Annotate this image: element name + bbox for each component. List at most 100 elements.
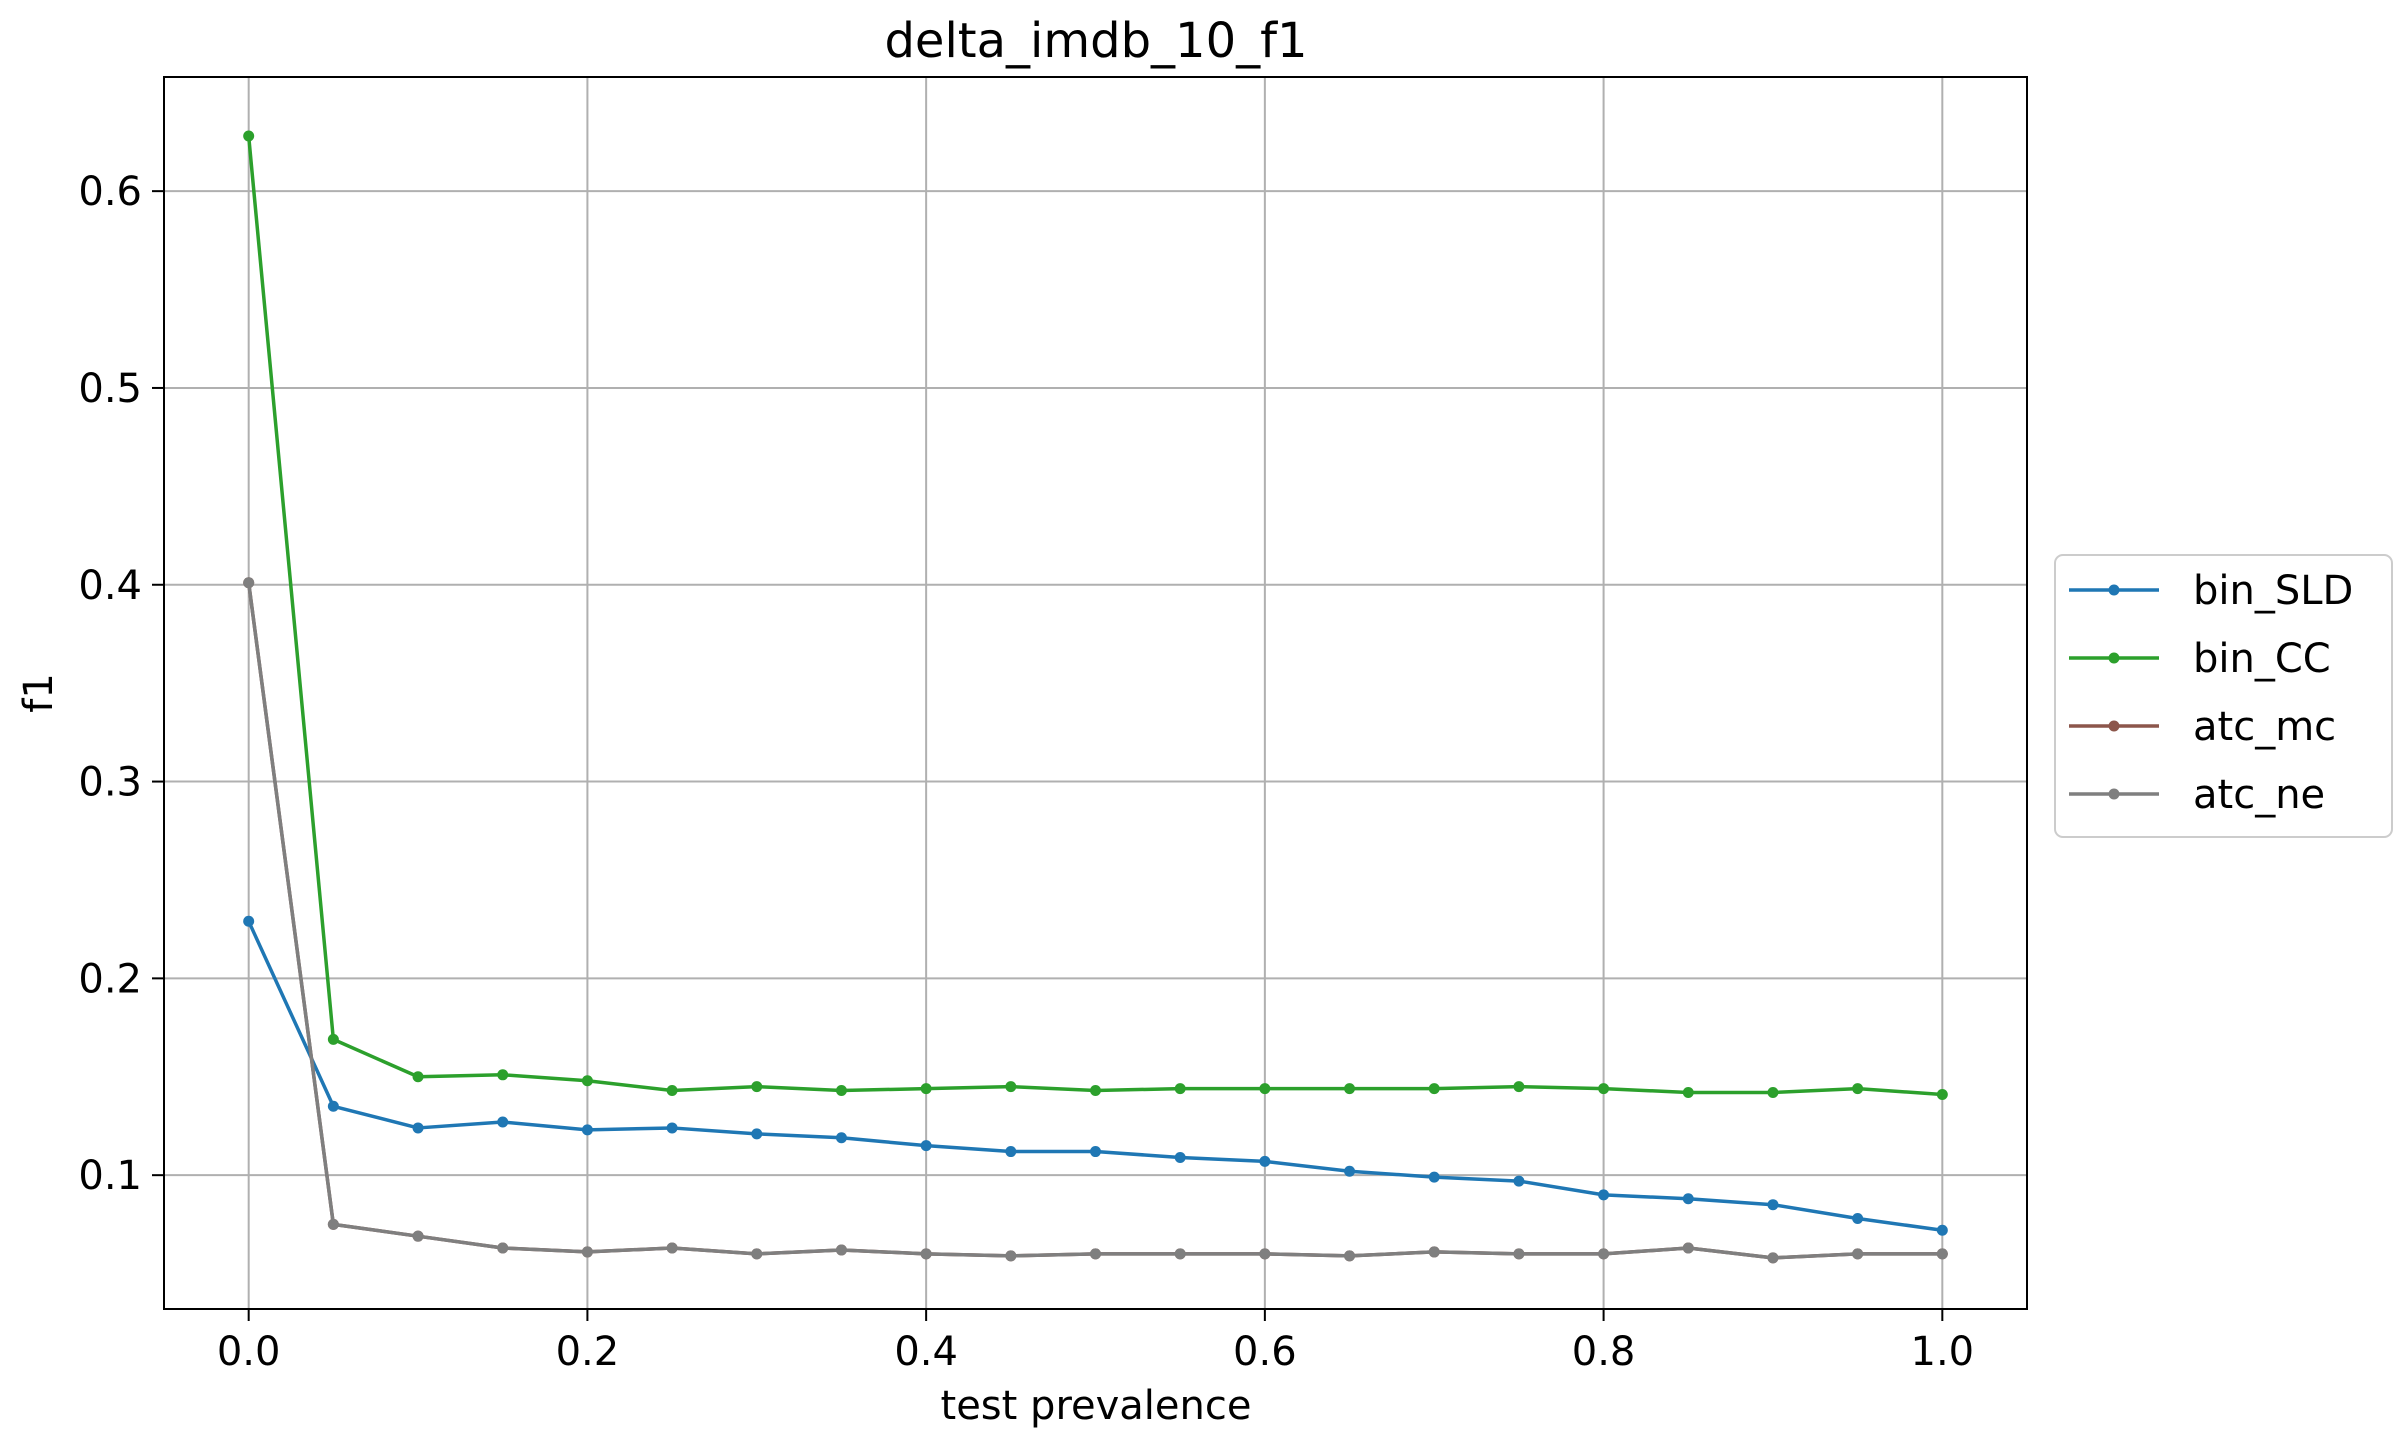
chart-title: delta_imdb_10_f1 — [884, 13, 1307, 69]
data-point-atc-ne-20 — [1936, 1248, 1948, 1260]
data-point-bin-sld-16 — [1598, 1189, 1610, 1201]
x-axis-label: test prevalence — [941, 1383, 1252, 1429]
x-tick-label-1: 0.2 — [556, 1329, 620, 1375]
data-point-bin-cc-0 — [243, 130, 255, 142]
data-point-bin-sld-9 — [1005, 1146, 1017, 1158]
x-tick-label-3: 0.6 — [1233, 1329, 1297, 1375]
data-point-atc-ne-4 — [581, 1246, 593, 1258]
y-tick-label-2: 0.3 — [78, 760, 142, 806]
series-layer — [243, 130, 1948, 1264]
data-point-atc-ne-18 — [1767, 1252, 1779, 1264]
x-tick-label-5: 1.0 — [1911, 1329, 1975, 1375]
data-point-atc-ne-7 — [835, 1244, 847, 1256]
data-point-bin-cc-15 — [1513, 1081, 1525, 1093]
legend: bin_SLD bin_CC atc_mc atc_ne — [2054, 554, 2393, 838]
legend-item-bin-cc: bin_CC — [2069, 636, 2331, 682]
series-bin-cc — [243, 130, 1948, 1100]
data-point-bin-sld-4 — [581, 1124, 593, 1136]
data-point-atc-ne-10 — [1090, 1248, 1101, 1260]
plot-frame — [163, 76, 2028, 1310]
data-point-atc-ne-2 — [412, 1230, 424, 1242]
data-point-bin-sld-20 — [1936, 1224, 1948, 1236]
legend-label-atc-ne: atc_ne — [2193, 772, 2325, 818]
data-point-atc-ne-6 — [751, 1248, 763, 1260]
data-point-bin-sld-2 — [412, 1122, 424, 1134]
y-tick-label-4: 0.5 — [78, 366, 142, 412]
data-point-bin-sld-12 — [1259, 1155, 1271, 1167]
legend-marker-bin-sld — [2108, 584, 2120, 596]
data-point-bin-cc-1 — [327, 1033, 339, 1045]
legend-label-bin-cc: bin_CC — [2193, 636, 2331, 682]
data-point-bin-cc-4 — [581, 1075, 593, 1087]
data-point-atc-ne-17 — [1682, 1242, 1694, 1254]
data-point-bin-sld-15 — [1513, 1175, 1525, 1187]
data-point-atc-ne-1 — [327, 1218, 339, 1230]
data-point-bin-sld-14 — [1428, 1171, 1440, 1183]
y-tick-label-0: 0.1 — [78, 1153, 142, 1199]
data-point-atc-ne-15 — [1513, 1248, 1525, 1260]
data-point-bin-cc-8 — [920, 1083, 932, 1095]
data-point-bin-sld-6 — [751, 1128, 763, 1140]
y-tick-label-5: 0.6 — [78, 169, 142, 215]
data-point-bin-cc-17 — [1682, 1087, 1694, 1099]
legend-label-bin-sld: bin_SLD — [2193, 568, 2353, 614]
data-point-atc-ne-9 — [1005, 1250, 1017, 1262]
x-tick-label-2: 0.4 — [894, 1329, 958, 1375]
x-axis: 0.0 0.2 0.4 0.6 0.8 1.0 — [217, 1309, 1974, 1375]
data-point-bin-sld-5 — [666, 1122, 678, 1134]
data-point-bin-sld-17 — [1682, 1193, 1694, 1205]
series-bin-sld — [243, 915, 1948, 1236]
data-point-bin-cc-14 — [1428, 1083, 1440, 1095]
data-point-bin-sld-0 — [243, 915, 255, 927]
data-point-bin-cc-5 — [666, 1085, 678, 1097]
data-point-bin-sld-11 — [1174, 1151, 1186, 1163]
data-point-bin-cc-18 — [1767, 1087, 1779, 1099]
data-point-atc-ne-12 — [1259, 1248, 1271, 1260]
data-point-bin-cc-11 — [1174, 1083, 1186, 1095]
legend-item-bin-sld: bin_SLD — [2069, 568, 2353, 614]
data-point-bin-sld-8 — [920, 1140, 932, 1152]
legend-box — [2054, 554, 2393, 838]
legend-item-atc-mc: atc_mc — [2069, 704, 2336, 750]
data-point-bin-cc-16 — [1598, 1083, 1610, 1095]
data-point-atc-ne-16 — [1598, 1248, 1610, 1260]
data-point-atc-ne-19 — [1852, 1248, 1864, 1260]
data-point-bin-sld-10 — [1090, 1146, 1101, 1158]
data-point-bin-cc-9 — [1005, 1081, 1017, 1093]
data-point-bin-cc-10 — [1090, 1085, 1101, 1097]
legend-marker-atc-mc — [2108, 720, 2120, 732]
data-point-bin-cc-13 — [1344, 1083, 1356, 1095]
data-point-atc-ne-3 — [497, 1242, 509, 1254]
data-point-bin-cc-12 — [1259, 1083, 1271, 1095]
data-point-bin-sld-3 — [497, 1116, 509, 1128]
x-tick-label-0: 0.0 — [217, 1329, 281, 1375]
data-point-bin-sld-7 — [835, 1132, 847, 1144]
data-point-atc-ne-13 — [1344, 1250, 1356, 1262]
legend-item-atc-ne: atc_ne — [2069, 772, 2325, 818]
data-point-atc-ne-8 — [920, 1248, 932, 1260]
x-tick-label-4: 0.8 — [1572, 1329, 1636, 1375]
legend-marker-bin-cc — [2108, 652, 2120, 664]
data-point-bin-cc-6 — [751, 1081, 763, 1093]
data-point-bin-sld-13 — [1344, 1165, 1356, 1177]
legend-label-atc-mc: atc_mc — [2193, 704, 2336, 750]
y-axis-label: f1 — [16, 673, 62, 713]
data-point-bin-sld-19 — [1852, 1212, 1864, 1224]
data-point-bin-sld-18 — [1767, 1199, 1779, 1211]
data-point-bin-cc-2 — [412, 1071, 424, 1083]
y-tick-label-1: 0.2 — [78, 956, 142, 1002]
y-axis: 0.1 0.2 0.3 0.4 0.5 0.6 — [78, 169, 164, 1199]
data-point-bin-cc-7 — [835, 1085, 847, 1097]
data-point-bin-cc-20 — [1936, 1088, 1948, 1100]
legend-marker-atc-ne — [2108, 788, 2120, 800]
series-atc-ne — [243, 577, 1948, 1264]
data-point-atc-ne-0 — [243, 577, 255, 589]
grid — [164, 77, 2027, 1309]
data-point-atc-ne-5 — [666, 1242, 678, 1254]
data-point-bin-sld-1 — [327, 1100, 339, 1112]
data-point-bin-cc-19 — [1852, 1083, 1864, 1095]
y-tick-label-3: 0.4 — [78, 563, 142, 609]
data-point-atc-ne-11 — [1174, 1248, 1186, 1260]
